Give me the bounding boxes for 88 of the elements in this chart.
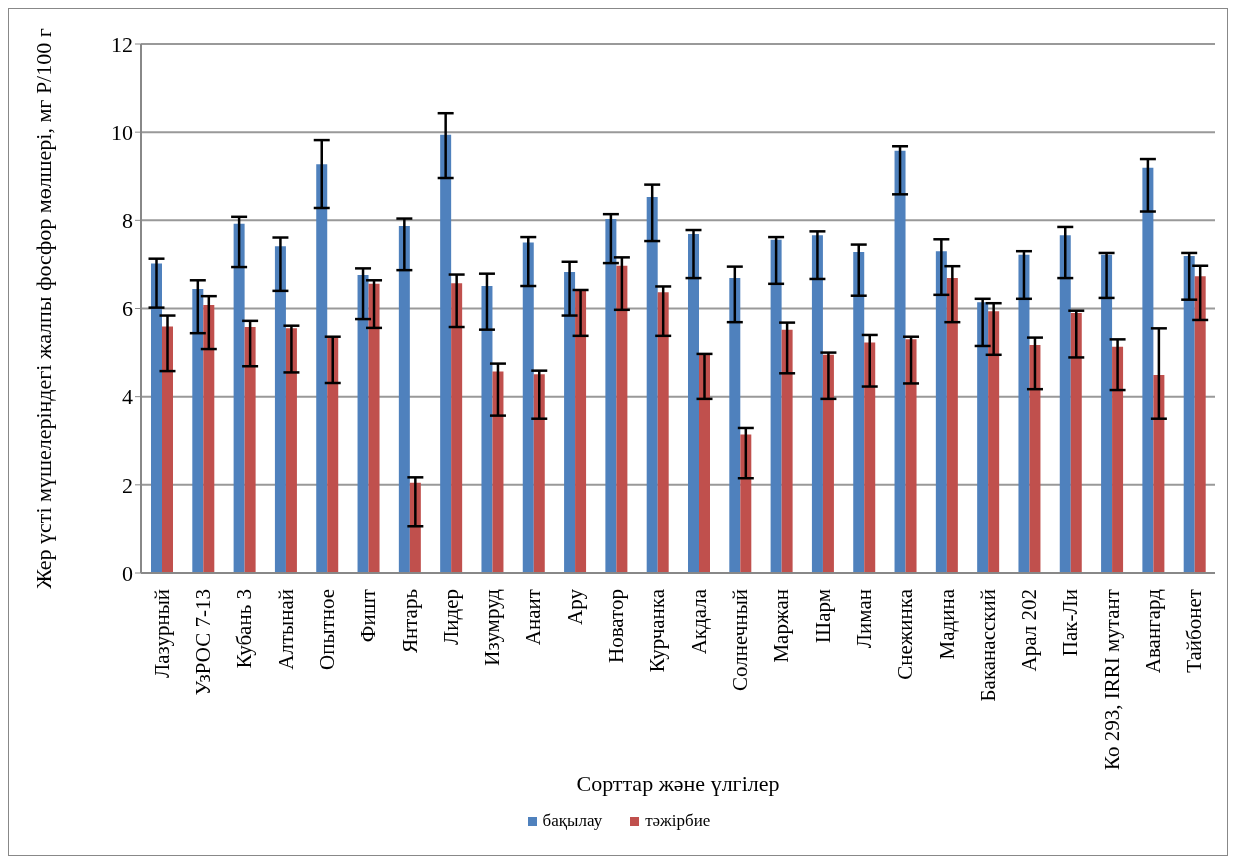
bar <box>646 196 658 573</box>
x-tick-label: Фишт <box>356 589 381 643</box>
y-tick-label: 0 <box>122 560 133 586</box>
x-tick-label: Тайбонет <box>1182 589 1207 673</box>
bar <box>327 337 339 573</box>
bar <box>699 354 710 573</box>
bar <box>853 252 865 573</box>
bar <box>894 150 906 573</box>
bar <box>162 326 173 573</box>
x-tick-label: Авангард <box>1141 588 1166 674</box>
x-tick-label: Новатор <box>604 589 629 663</box>
x-tick-label: Пак-Ли <box>1058 589 1083 657</box>
bar <box>533 374 545 573</box>
bar <box>357 275 369 573</box>
y-tick-label: 2 <box>122 472 133 498</box>
x-tick-label: Изумруд <box>480 588 505 666</box>
x-tick-label: Ко 293, IRRI мутант <box>1099 589 1124 770</box>
bar <box>481 286 493 573</box>
legend-label: бақылау <box>542 811 603 831</box>
bar <box>905 339 917 573</box>
bar <box>770 239 782 573</box>
bar <box>203 304 215 573</box>
x-tick-label: Акдала <box>686 588 711 655</box>
x-tick-label: Лиман <box>851 589 876 649</box>
bar <box>811 235 823 573</box>
x-tick-label: Курчанка <box>645 588 670 673</box>
x-tick-label: Лазурный <box>149 589 174 679</box>
bar <box>616 265 628 573</box>
x-tick-label: Лидер <box>438 589 463 645</box>
x-tick-label: Опытное <box>314 589 339 671</box>
bar <box>575 290 587 573</box>
bar <box>729 278 741 573</box>
bar <box>1183 256 1195 573</box>
x-tick-label: Мадина <box>934 588 959 660</box>
bar <box>864 342 876 573</box>
bar <box>1059 235 1071 573</box>
bar <box>988 311 1000 573</box>
x-tick-label: Солнечный <box>727 589 752 691</box>
bar <box>368 283 380 573</box>
bar <box>1070 312 1082 573</box>
bar <box>1029 345 1041 573</box>
x-tick-label: Анаит <box>521 589 546 646</box>
bar <box>440 134 452 573</box>
bar <box>605 219 617 573</box>
bar <box>1112 346 1124 573</box>
bar <box>451 283 463 573</box>
y-tick-label: 8 <box>122 208 133 234</box>
bar <box>781 329 793 573</box>
y-tick-label: 10 <box>111 119 133 145</box>
x-tick-label: Алтынай <box>273 589 298 670</box>
bar <box>1101 254 1113 573</box>
bar <box>316 164 328 573</box>
bar <box>740 434 752 573</box>
bar <box>657 292 669 573</box>
bar <box>1142 167 1154 573</box>
x-tick-label: Маржан <box>769 589 794 663</box>
x-tick-label: Янтарь <box>397 589 422 654</box>
x-axis-title: Сорттар және үлгілер <box>576 771 780 796</box>
bar <box>151 263 162 573</box>
bar <box>564 271 576 573</box>
bar <box>398 226 410 573</box>
bar <box>1153 375 1165 573</box>
x-tick-label: Снежинка <box>893 588 918 680</box>
x-tick-label: Ару <box>562 588 587 625</box>
bar <box>233 223 245 573</box>
bar <box>688 234 699 573</box>
bar <box>192 289 204 573</box>
x-tick-label: Баканасский <box>975 589 1000 702</box>
bar <box>244 327 256 573</box>
bar <box>492 371 504 573</box>
y-tick-label: 4 <box>122 384 133 410</box>
y-axis-title: Жер үсті мүшелеріндегі жалпы фосфор мөлшері, мг Р/100 г <box>31 28 56 589</box>
bar <box>274 246 286 573</box>
legend-label: тәжірбие <box>645 811 711 831</box>
bar <box>977 302 989 573</box>
x-tick-label: УзРОС 7-13 <box>190 589 215 696</box>
bar <box>935 251 947 573</box>
x-tick-label: Кубань 3 <box>232 589 257 669</box>
bar <box>285 328 297 573</box>
bar <box>1194 276 1206 573</box>
x-tick-label: Шарм <box>810 589 835 643</box>
bar <box>522 242 534 573</box>
y-tick-label: 6 <box>122 296 133 322</box>
bar <box>822 354 834 573</box>
y-tick-label: 12 <box>111 31 133 57</box>
bar <box>946 278 958 573</box>
bar <box>1018 254 1030 573</box>
x-tick-label: Арал 202 <box>1017 589 1042 672</box>
